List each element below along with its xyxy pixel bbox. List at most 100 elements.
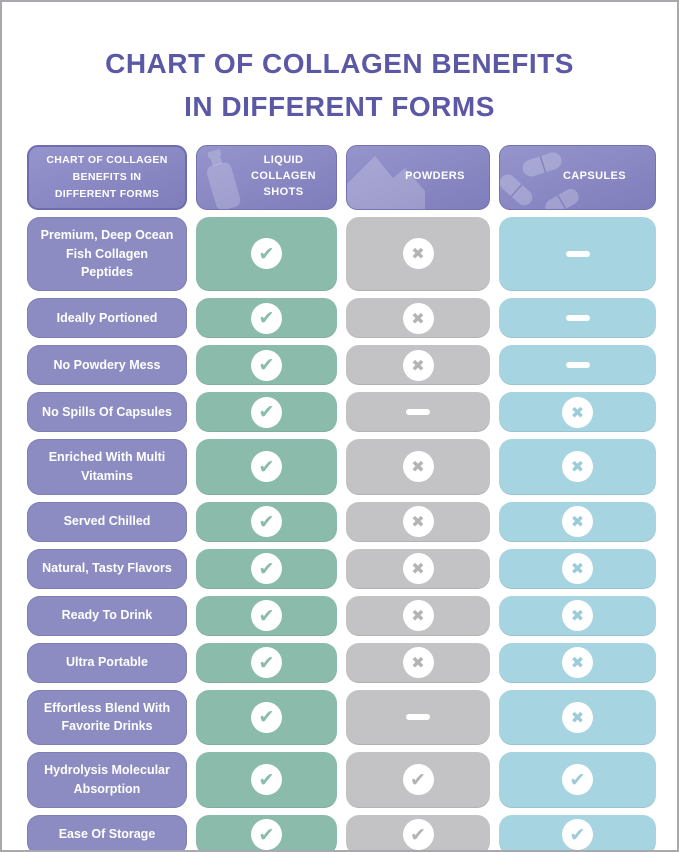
page-title-line2: IN DIFFERENT FORMS <box>184 91 495 123</box>
powders-value-cell-cross: ✖ <box>346 216 490 292</box>
row-label-cell: Ease Of Storage <box>27 814 187 850</box>
table-row: Effortless Blend With Favorite Drinks ✔ ✖ <box>27 689 656 746</box>
cross-icon: ✖ <box>402 647 434 679</box>
liquid-value-cell-check: ✔ <box>196 548 337 589</box>
powders-value-cell-cross: ✖ <box>346 548 490 589</box>
check-icon: ✔ <box>562 764 593 796</box>
capsules-value-cell-cross: ✖ <box>499 548 656 589</box>
row-label: Served Chilled <box>63 514 151 529</box>
row-label: Ease Of Storage <box>58 827 156 842</box>
row-label-cell: Natural, Tasty Flavors <box>27 548 187 589</box>
liquid-value-cell-check: ✔ <box>196 216 337 292</box>
check-icon: ✔ <box>562 819 593 850</box>
powders-value-cell-cross: ✖ <box>346 595 490 636</box>
capsules-value-cell-check: ✔ <box>499 752 656 808</box>
column-header-powders: POWDERS <box>346 144 490 210</box>
powders-value-cell-cross: ✖ <box>346 642 490 683</box>
powders-value-cell-check: ✔ <box>346 814 490 850</box>
row-label: No Spills Of Capsules <box>42 404 172 419</box>
cross-icon: ✖ <box>402 600 434 632</box>
check-icon: ✔ <box>251 506 282 538</box>
row-label-cell: Premium, Deep Ocean Fish Collagen Peptid… <box>27 216 187 292</box>
capsules-value-cell-cross: ✖ <box>499 595 656 636</box>
check-icon: ✔ <box>251 238 282 270</box>
row-label-cell: Hydrolysis Molecular Absorption <box>27 752 187 808</box>
column-header-capsules: CAPSULES <box>499 144 656 210</box>
cross-icon: ✖ <box>562 396 593 428</box>
powders-value-cell-dash <box>346 689 490 746</box>
liquid-value-cell-check: ✔ <box>196 595 337 636</box>
check-icon: ✔ <box>251 600 282 632</box>
row-label: Hydrolysis Molecular Absorption <box>44 763 170 796</box>
check-icon: ✔ <box>251 764 282 796</box>
capsules-value-cell-dash <box>499 345 656 386</box>
cross-icon: ✖ <box>562 553 593 585</box>
page-title: CHART OF COLLAGEN BENEFITS IN DIFFERENT … <box>22 42 657 129</box>
table-row: Served Chilled ✔ ✖ ✖ <box>27 501 656 542</box>
row-label: No Powdery Mess <box>53 357 161 372</box>
capsules-value-cell-check: ✔ <box>499 814 656 850</box>
liquid-value-cell-check: ✔ <box>196 298 337 339</box>
powders-value-cell-dash <box>346 392 490 433</box>
cross-icon: ✖ <box>562 451 593 483</box>
dash-icon <box>406 409 430 416</box>
check-icon: ✔ <box>251 349 282 381</box>
check-icon: ✔ <box>402 764 434 796</box>
row-label-cell: Served Chilled <box>27 501 187 542</box>
table-row: Ideally Portioned ✔ ✖ <box>27 298 656 339</box>
liquid-value-cell-check: ✔ <box>196 814 337 850</box>
row-label-cell: Ideally Portioned <box>27 298 187 339</box>
powders-value-cell-cross: ✖ <box>346 345 490 386</box>
table-row: Hydrolysis Molecular Absorption ✔ ✔ ✔ <box>27 752 656 808</box>
capsules-value-cell-cross: ✖ <box>499 642 656 683</box>
powders-value-cell-cross: ✖ <box>346 501 490 542</box>
check-icon: ✔ <box>251 553 282 585</box>
dash-icon <box>565 250 590 257</box>
cross-icon: ✖ <box>562 647 593 679</box>
row-label: Effortless Blend With Favorite Drinks <box>43 700 171 734</box>
cross-icon: ✖ <box>562 600 593 632</box>
row-label: Enriched With Multi Vitamins <box>48 450 166 483</box>
table-row: Premium, Deep Ocean Fish Collagen Peptid… <box>27 216 656 292</box>
check-icon: ✔ <box>251 396 282 428</box>
table-header-row: CHART OF COLLAGEN BENEFITS IN DIFFERENT … <box>27 144 656 210</box>
check-icon: ✔ <box>251 701 282 733</box>
capsules-value-cell-cross: ✖ <box>499 501 656 542</box>
column-header-liquid-collagen-shots: LIQUID COLLAGEN SHOTS <box>196 144 337 210</box>
table-row: No Spills Of Capsules ✔ ✖ <box>27 392 656 433</box>
cross-icon: ✖ <box>402 238 434 270</box>
table-row: Ease Of Storage ✔ ✔ ✔ <box>27 814 656 850</box>
check-icon: ✔ <box>251 647 282 679</box>
capsules-value-cell-dash <box>499 216 656 292</box>
liquid-value-cell-check: ✔ <box>196 642 337 683</box>
row-label-cell: Enriched With Multi Vitamins <box>27 439 187 495</box>
row-label-cell: Effortless Blend With Favorite Drinks <box>27 689 187 746</box>
dash-icon <box>406 714 430 721</box>
powders-value-cell-cross: ✖ <box>346 439 490 495</box>
dash-icon <box>565 315 590 322</box>
liquid-value-cell-check: ✔ <box>196 439 337 495</box>
row-label: Ready To Drink <box>61 608 153 623</box>
liquid-value-cell-check: ✔ <box>196 392 337 433</box>
corner-header-label: CHART OF COLLAGEN BENEFITS IN DIFFERENT … <box>46 154 168 200</box>
capsules-value-cell-cross: ✖ <box>499 689 656 746</box>
row-label-cell: No Spills Of Capsules <box>27 392 187 433</box>
liquid-value-cell-check: ✔ <box>196 752 337 808</box>
cross-icon: ✖ <box>562 506 593 538</box>
table-row: No Powdery Mess ✔ ✖ <box>27 345 656 386</box>
row-label: Premium, Deep Ocean Fish Collagen Peptid… <box>40 227 174 280</box>
row-label-cell: Ready To Drink <box>27 595 187 636</box>
column-header-label: LIQUID COLLAGEN SHOTS <box>251 154 316 199</box>
table-row: Ready To Drink ✔ ✖ ✖ <box>27 595 656 636</box>
liquid-value-cell-check: ✔ <box>196 689 337 746</box>
cross-icon: ✖ <box>402 553 434 585</box>
powders-value-cell-cross: ✖ <box>346 298 490 339</box>
table-row: Natural, Tasty Flavors ✔ ✖ ✖ <box>27 548 656 589</box>
table-row: Enriched With Multi Vitamins ✔ ✖ ✖ <box>27 439 656 495</box>
liquid-value-cell-check: ✔ <box>196 345 337 386</box>
row-label-cell: No Powdery Mess <box>27 345 187 386</box>
check-icon: ✔ <box>251 302 282 334</box>
corner-header-cell: CHART OF COLLAGEN BENEFITS IN DIFFERENT … <box>27 144 187 210</box>
row-label-cell: Ultra Portable <box>27 642 187 683</box>
